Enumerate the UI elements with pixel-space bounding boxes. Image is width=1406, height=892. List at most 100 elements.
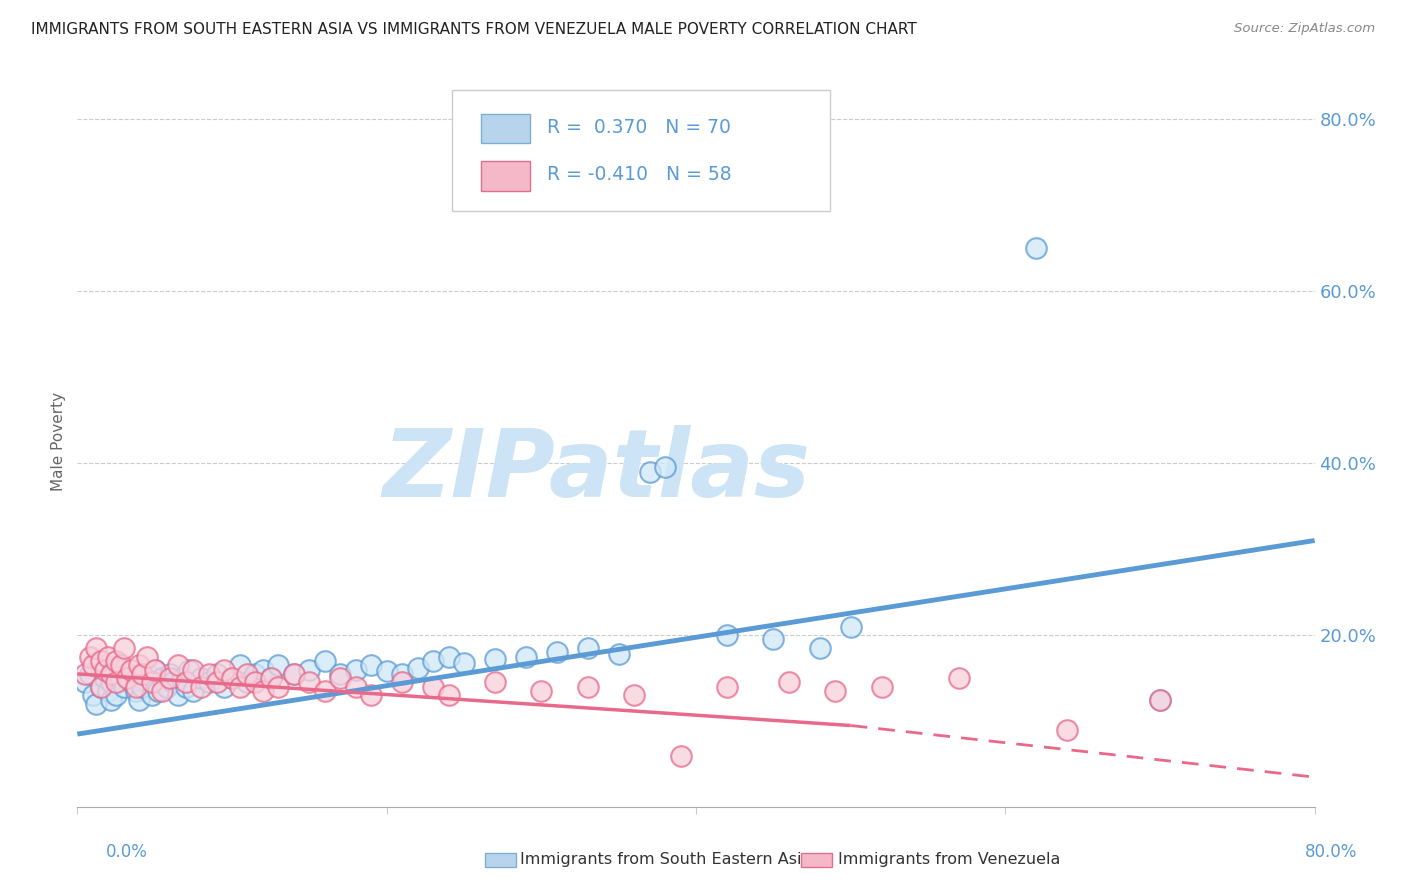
Point xyxy=(245,666,267,681)
Text: Immigrants from Venezuela: Immigrants from Venezuela xyxy=(838,853,1060,867)
Point xyxy=(948,671,970,685)
Point xyxy=(669,748,692,763)
Point xyxy=(824,684,846,698)
Point xyxy=(260,671,283,685)
Point xyxy=(267,680,290,694)
Point xyxy=(162,675,184,690)
Point xyxy=(177,663,200,677)
Point xyxy=(252,684,274,698)
Point xyxy=(90,663,111,677)
Point xyxy=(94,671,117,685)
Point xyxy=(110,658,132,673)
Point xyxy=(1149,692,1171,706)
Point xyxy=(228,658,252,673)
Point xyxy=(236,675,259,690)
Point xyxy=(183,663,205,677)
Point xyxy=(422,654,444,668)
Point xyxy=(391,666,413,681)
Point xyxy=(654,460,676,475)
Point xyxy=(260,671,283,685)
Point xyxy=(159,671,181,685)
Point xyxy=(112,663,135,677)
Point xyxy=(314,684,336,698)
Text: 0.0%: 0.0% xyxy=(105,843,148,861)
Point xyxy=(110,671,132,685)
Point xyxy=(546,645,568,659)
Point xyxy=(141,675,163,690)
Point xyxy=(228,680,252,694)
Point xyxy=(100,675,122,690)
Point xyxy=(174,680,197,694)
Point xyxy=(778,675,800,690)
Point xyxy=(221,671,243,685)
Point xyxy=(198,666,221,681)
Point xyxy=(121,675,143,690)
Point xyxy=(190,680,212,694)
Point xyxy=(870,680,893,694)
Point xyxy=(143,663,166,677)
Point xyxy=(141,689,163,703)
Point xyxy=(84,641,107,656)
Point xyxy=(152,671,174,685)
Point xyxy=(484,675,506,690)
Point xyxy=(453,656,475,670)
Point xyxy=(100,692,122,706)
Point xyxy=(136,666,159,681)
Point xyxy=(716,628,738,642)
Point xyxy=(344,663,367,677)
Point xyxy=(808,641,831,656)
Point xyxy=(75,675,96,690)
Point xyxy=(205,666,228,681)
Bar xyxy=(481,161,530,191)
Point xyxy=(314,654,336,668)
Point xyxy=(329,671,352,685)
Point xyxy=(105,675,127,690)
Point xyxy=(329,666,352,681)
Point xyxy=(156,680,179,694)
Point xyxy=(75,666,96,681)
Point xyxy=(198,675,221,690)
Point xyxy=(84,697,107,711)
Point xyxy=(128,658,150,673)
Text: Immigrants from South Eastern Asia: Immigrants from South Eastern Asia xyxy=(520,853,811,867)
Point xyxy=(515,649,537,664)
Point xyxy=(437,649,460,664)
Point xyxy=(576,641,599,656)
Point xyxy=(112,641,135,656)
Point xyxy=(79,649,101,664)
Point xyxy=(128,671,150,685)
Point xyxy=(1025,241,1047,255)
Point xyxy=(90,680,111,694)
Point xyxy=(298,663,321,677)
Point xyxy=(143,663,166,677)
Point xyxy=(190,671,212,685)
Point xyxy=(360,658,382,673)
Point xyxy=(90,680,111,694)
Point xyxy=(716,680,738,694)
Point xyxy=(82,689,104,703)
Point xyxy=(576,680,599,694)
Point xyxy=(94,663,117,677)
Point xyxy=(131,680,153,694)
Text: IMMIGRANTS FROM SOUTH EASTERN ASIA VS IMMIGRANTS FROM VENEZUELA MALE POVERTY COR: IMMIGRANTS FROM SOUTH EASTERN ASIA VS IM… xyxy=(31,22,917,37)
Point xyxy=(159,666,181,681)
Point xyxy=(252,663,274,677)
Point xyxy=(112,680,135,694)
Point xyxy=(90,654,111,668)
Point xyxy=(205,675,228,690)
Point xyxy=(125,680,148,694)
Point xyxy=(245,675,267,690)
Point xyxy=(283,666,305,681)
Point xyxy=(172,671,194,685)
Point xyxy=(360,689,382,703)
Point xyxy=(391,675,413,690)
Point xyxy=(183,684,205,698)
Point xyxy=(174,675,197,690)
Point xyxy=(298,675,321,690)
Point xyxy=(267,658,290,673)
Point xyxy=(607,647,630,661)
Point xyxy=(283,666,305,681)
Point xyxy=(152,684,174,698)
Point xyxy=(422,680,444,694)
Text: R =  0.370   N = 70: R = 0.370 N = 70 xyxy=(547,118,731,136)
